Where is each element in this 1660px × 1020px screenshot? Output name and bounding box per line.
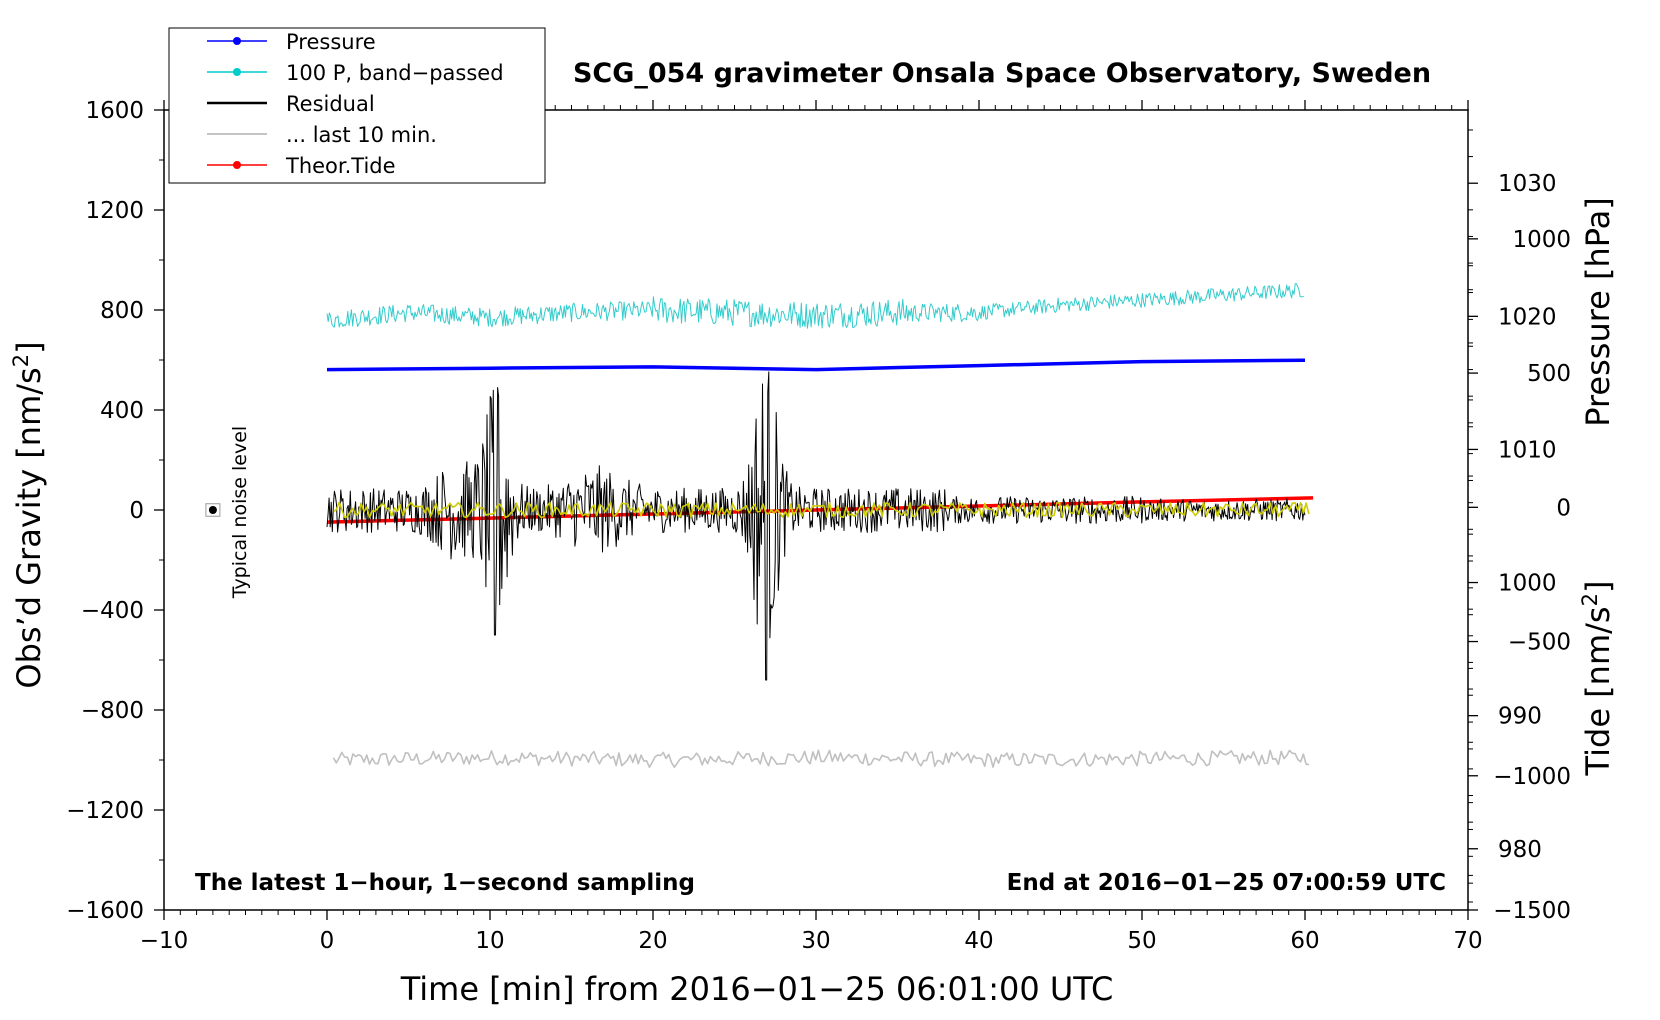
y-left-title-prefix: Obs’d Gravity [nm/s bbox=[10, 367, 48, 688]
legend-marker bbox=[233, 161, 241, 169]
series-line-last-10-min-residual bbox=[333, 501, 1310, 519]
legend-box bbox=[168, 27, 546, 184]
tide-tick-label: 1000 bbox=[1512, 227, 1571, 253]
pressure-tick-label: 1030 bbox=[1498, 171, 1557, 197]
tide-tick-label: 0 bbox=[1556, 495, 1571, 521]
pressure-tick-label: 990 bbox=[1498, 704, 1542, 730]
y-tick-label: −800 bbox=[81, 698, 144, 724]
legend-label: Residual bbox=[286, 92, 375, 116]
x-tick-label: 30 bbox=[801, 928, 830, 954]
x-tick-label: −10 bbox=[140, 928, 189, 954]
pressure-tick-label: 1020 bbox=[1498, 304, 1557, 330]
x-axis: −10 0 10 20 30 40 50 60 70 bbox=[140, 100, 1483, 954]
series-line-100-p-band-passed bbox=[326, 283, 1304, 329]
tide-title-suffix: ] bbox=[1579, 581, 1617, 593]
legend-label: Theor.Tide bbox=[285, 154, 396, 178]
y-tick-label: −1600 bbox=[66, 898, 144, 924]
series-line--last-10-min- bbox=[332, 749, 1310, 768]
data-layer bbox=[326, 283, 1314, 768]
legend: Pressure 100 P, band−passed Residual ... la… bbox=[168, 27, 546, 184]
y-tick-label: −400 bbox=[81, 598, 144, 624]
y-axis-left: 1600 1200 800 400 0 −400 −800 −1200 −1600 bbox=[66, 98, 164, 924]
y-axis-title-tide: Tide [nm/s2] bbox=[1578, 581, 1617, 777]
legend-marker bbox=[233, 68, 241, 76]
x-tick-label: 20 bbox=[638, 928, 667, 954]
y-left-title-sup: 2 bbox=[9, 354, 33, 367]
y-left-title-suffix: ] bbox=[10, 341, 48, 353]
x-tick-label: 0 bbox=[320, 928, 335, 954]
x-tick-label: 50 bbox=[1127, 928, 1156, 954]
pressure-tick-label: 1010 bbox=[1498, 437, 1557, 463]
annotation-end-time: End at 2016−01−25 07:00:59 UTC bbox=[1007, 870, 1446, 896]
y-tick-label: 800 bbox=[100, 298, 144, 324]
x-tick-label: 60 bbox=[1290, 928, 1319, 954]
noise-indicator: Typical noise level bbox=[205, 426, 251, 599]
x-tick-label: 70 bbox=[1453, 928, 1482, 954]
pressure-tick-label: 980 bbox=[1498, 837, 1542, 863]
noise-point bbox=[208, 506, 217, 514]
tide-tick-label: 500 bbox=[1527, 361, 1571, 387]
annotation-sampling: The latest 1−hour, 1−second sampling bbox=[195, 870, 695, 896]
y-tick-label: 0 bbox=[129, 498, 144, 524]
tide-title-sup: 2 bbox=[1578, 593, 1602, 606]
legend-label: 100 P, band−passed bbox=[286, 61, 504, 85]
noise-errorbar bbox=[205, 503, 221, 517]
series-line-theor-tide bbox=[326, 496, 1314, 524]
y-axis-pressure: 1030 1020 1010 1000 990 980 bbox=[1468, 129, 1557, 903]
series-line-residual bbox=[326, 371, 1306, 681]
y-tick-label: 1200 bbox=[85, 198, 144, 224]
y-axis-title-pressure: Pressure [hPa] bbox=[1579, 197, 1617, 427]
tide-tick-label: −500 bbox=[1508, 630, 1571, 656]
y-tick-label: −1200 bbox=[66, 798, 144, 824]
chart-title: SCG_054 gravimeter Onsala Space Observat… bbox=[573, 58, 1431, 89]
y-axis-title-left: Obs’d Gravity [nm/s2] bbox=[9, 341, 48, 688]
x-tick-label: 10 bbox=[475, 928, 504, 954]
x-tick-label: 40 bbox=[964, 928, 993, 954]
legend-marker bbox=[233, 37, 241, 45]
y-axis-tide: 1000 500 0 −500 −1000 −1500 bbox=[1468, 227, 1571, 924]
series-line-pressure bbox=[326, 358, 1306, 372]
x-axis-title: Time [min] from 2016−01−25 06:01:00 UTC bbox=[400, 970, 1114, 1008]
y-tick-label: 400 bbox=[100, 398, 144, 424]
tide-title-prefix: Tide [nm/s bbox=[1579, 606, 1617, 776]
noise-label: Typical noise level bbox=[229, 426, 251, 599]
legend-label: Pressure bbox=[286, 30, 376, 54]
tide-tick-label: −1500 bbox=[1493, 898, 1571, 924]
y-tick-label: 1600 bbox=[85, 98, 144, 124]
tide-tick-label: −1000 bbox=[1493, 764, 1571, 790]
legend-label: ... last 10 min. bbox=[286, 123, 437, 147]
pressure-tick-label: 1000 bbox=[1498, 571, 1557, 597]
